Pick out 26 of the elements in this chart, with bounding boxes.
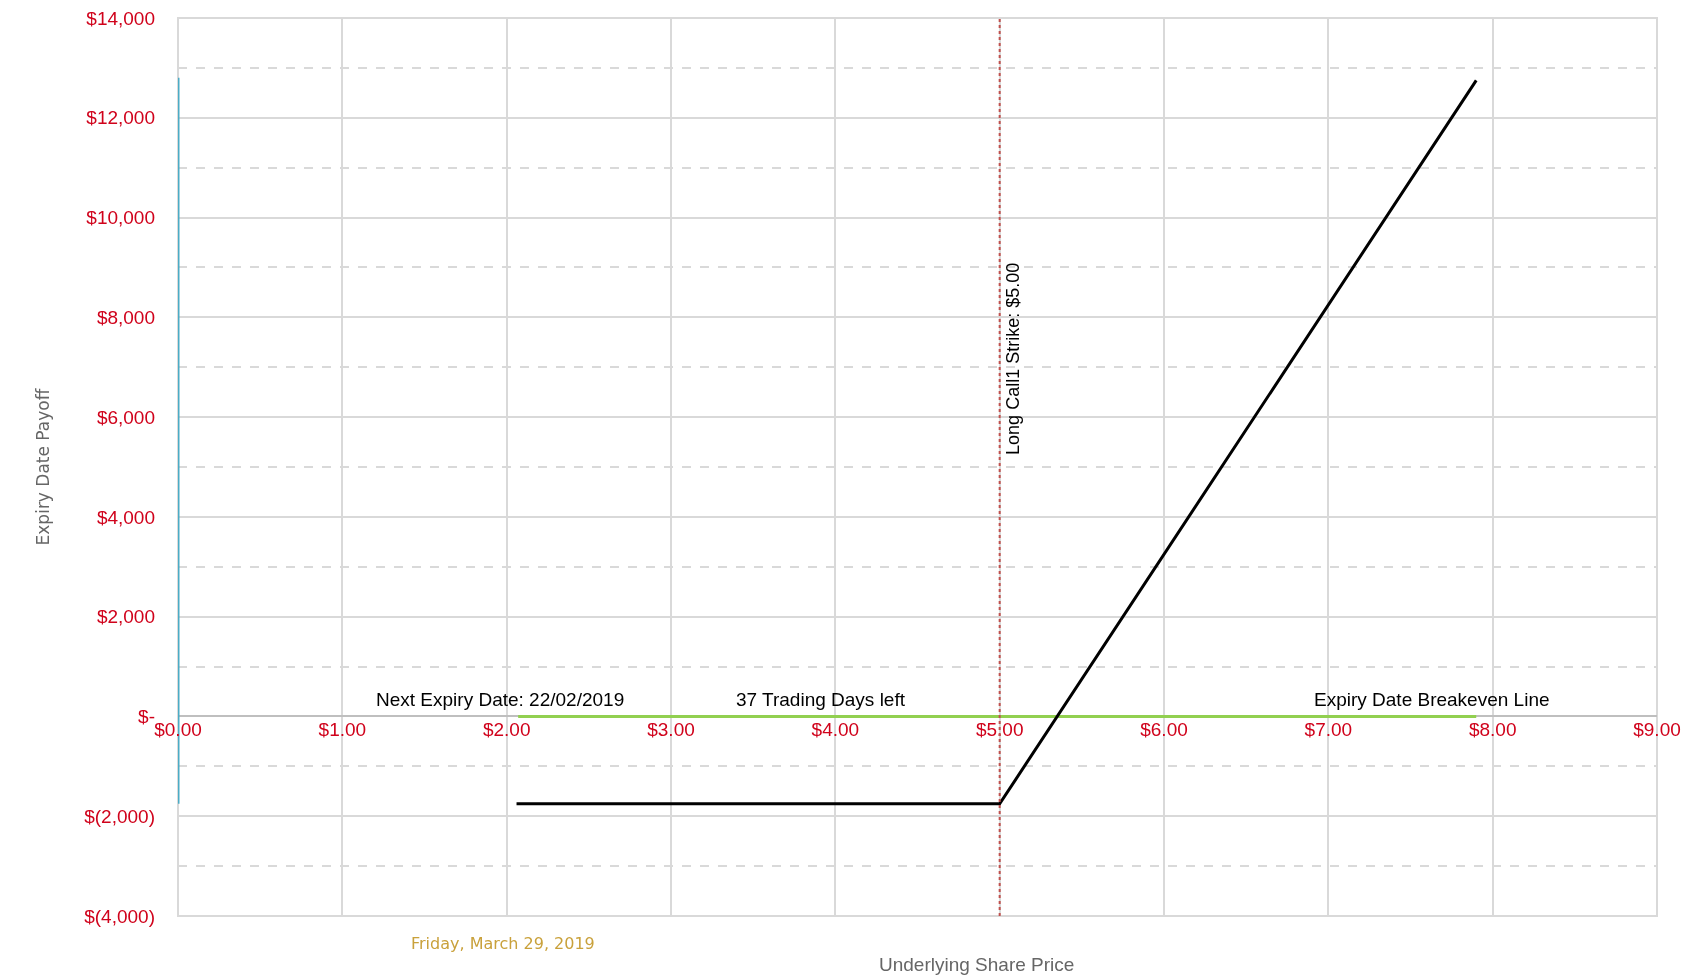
x-tick-label: $4.00 bbox=[811, 719, 860, 741]
y-tick-label: $10,000 bbox=[86, 207, 155, 229]
annotation: 37 Trading Days left bbox=[736, 689, 906, 710]
x-axis-title: Underlying Share Price bbox=[879, 954, 1075, 975]
x-tick-label: $9.00 bbox=[1633, 719, 1681, 741]
x-tick-label: $2.00 bbox=[482, 719, 531, 741]
annotation: Next Expiry Date: 22/02/2019 bbox=[376, 689, 625, 710]
y-tick-label: $6,000 bbox=[96, 406, 155, 428]
y-axis-title: Expiry Date Payoff bbox=[32, 387, 53, 546]
y-tick-label: $8,000 bbox=[96, 306, 155, 328]
y-tick-label: $12,000 bbox=[86, 107, 155, 129]
x-tick-label: $6.00 bbox=[1140, 719, 1188, 741]
y-tick-label: $(2,000) bbox=[84, 805, 155, 827]
annotation: Expiry Date Breakeven Line bbox=[1314, 689, 1550, 710]
y-tick-label: $(4,000) bbox=[84, 905, 155, 927]
y-tick-label: $4,000 bbox=[96, 506, 155, 528]
x-tick-label: $3.00 bbox=[647, 719, 695, 741]
x-tick-label: $1.00 bbox=[318, 719, 367, 741]
x-tick-label: $5.00 bbox=[975, 719, 1024, 741]
ref-line-label: Long Call1 Strike: $5.00 bbox=[1003, 262, 1024, 455]
x-tick-label: $8.00 bbox=[1468, 719, 1517, 741]
text: Friday, March 29, 2019 bbox=[411, 934, 595, 953]
y-tick-label: $2,000 bbox=[96, 606, 155, 628]
y-tick-label: $14,000 bbox=[86, 7, 155, 29]
y-tick-label: $- bbox=[138, 706, 155, 728]
x-tick-label: $7.00 bbox=[1304, 719, 1353, 741]
